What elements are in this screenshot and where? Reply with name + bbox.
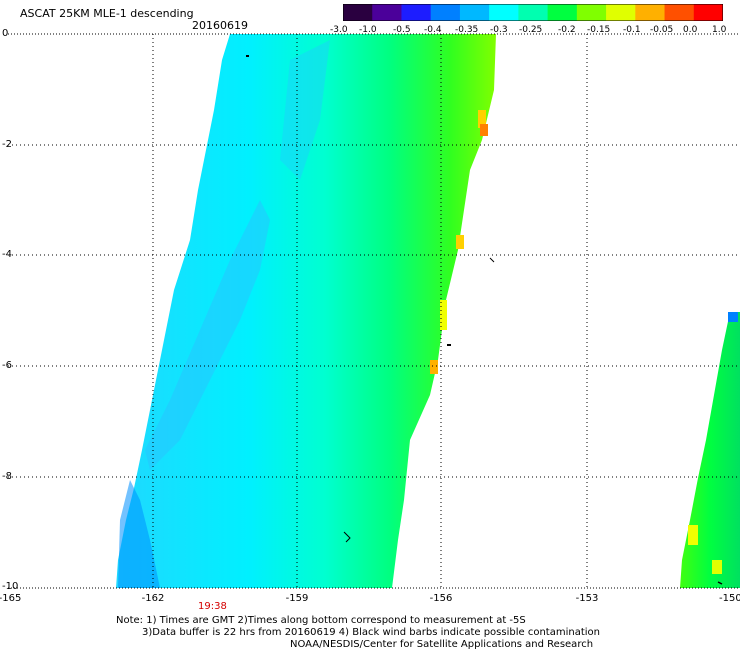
- colorbar-swatch: [664, 4, 695, 21]
- colorbar-swatch: [518, 4, 549, 21]
- colorbar-swatch: [489, 4, 519, 21]
- colorbar-label: -0.4: [424, 25, 442, 35]
- colorbar-swatch: [430, 4, 461, 21]
- wind-barb: [246, 55, 249, 57]
- colorbar-swatch: [606, 4, 636, 21]
- colorbar-swatch: [343, 4, 373, 21]
- hotspot: [430, 360, 438, 374]
- swath-right: [680, 312, 740, 588]
- colorbar-label: -0.3: [490, 25, 508, 35]
- grid: [8, 34, 740, 588]
- colorbar-labels: -3.0 -1.0 -0.5 -0.4 -0.35 -0.3 -0.25 -0.…: [330, 25, 740, 37]
- hotspot: [440, 300, 447, 330]
- colorbar-label: -0.15: [587, 25, 611, 35]
- colorbar-swatch: [635, 4, 666, 21]
- y-tick-label: -4: [2, 249, 12, 260]
- y-tick-label: -6: [2, 360, 12, 371]
- page-title: ASCAT 25KM MLE-1 descending: [20, 7, 194, 20]
- hotspot: [728, 312, 738, 322]
- wind-barb: [489, 257, 495, 263]
- colorbar-swatch: [547, 4, 578, 21]
- colorbar-label: -0.2: [558, 25, 576, 35]
- wind-barb: [343, 531, 351, 543]
- colorbar-swatch: [459, 4, 490, 21]
- colorbar-label: -0.05: [650, 25, 674, 35]
- x-tick-label: -162: [141, 593, 165, 604]
- y-tick-label: -2: [2, 139, 12, 150]
- time-label: 19:38: [198, 601, 227, 612]
- swath-blue-streak: [145, 200, 270, 470]
- date-label: 20160619: [192, 19, 248, 32]
- y-tick-label: -8: [2, 471, 12, 482]
- colorbar-label: -0.35: [455, 25, 479, 35]
- colorbar-label: 1.0: [712, 25, 727, 35]
- colorbar-swatch: [576, 4, 607, 21]
- colorbar-swatch: [401, 4, 432, 21]
- swath-main: [116, 34, 496, 588]
- y-tick-label: -10: [2, 581, 19, 592]
- x-tick-label: -165: [0, 593, 22, 604]
- hotspot: [456, 235, 464, 249]
- x-tick-label: -153: [575, 593, 599, 604]
- note-line-1: Note: 1) Times are GMT 2)Times along bot…: [116, 615, 526, 626]
- wind-barb: [717, 581, 723, 585]
- x-tick-label: -150: [719, 593, 740, 604]
- note-line-3: NOAA/NESDIS/Center for Satellite Applica…: [290, 639, 594, 650]
- hotspot: [712, 560, 722, 574]
- colorbar-swatch: [372, 4, 402, 21]
- y-tick-label: 0: [2, 28, 9, 39]
- colorbar-label: -3.0: [330, 25, 348, 35]
- colorbar-label: -0.25: [519, 25, 543, 35]
- wind-barb: [447, 344, 451, 346]
- colorbar-label: -0.1: [623, 25, 641, 35]
- note-line-2: 3)Data buffer is 22 hrs from 20160619 4)…: [142, 627, 600, 638]
- colorbar: [343, 4, 723, 21]
- swath-blue-streak-2: [118, 480, 160, 588]
- hotspot: [480, 124, 488, 136]
- colorbar-label: -0.5: [393, 25, 411, 35]
- colorbar-label: -1.0: [359, 25, 377, 35]
- colorbar-swatch: [693, 4, 723, 21]
- x-tick-label: -156: [429, 593, 453, 604]
- x-tick-label: -159: [285, 593, 309, 604]
- hotspot: [688, 525, 698, 545]
- hotspot: [478, 110, 486, 128]
- colorbar-label: 0.0: [683, 25, 698, 35]
